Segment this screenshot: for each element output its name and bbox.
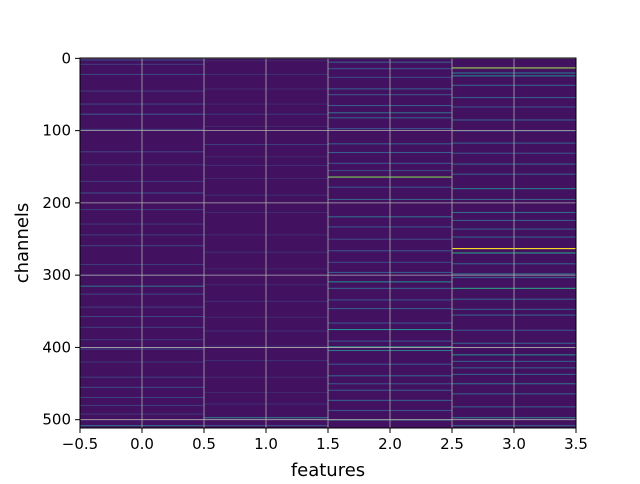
y-tick-label: 100 — [42, 122, 71, 140]
x-tick-label: 2.0 — [378, 435, 402, 453]
x-tick-label: 2.5 — [440, 435, 464, 453]
y-tick-label: 400 — [42, 338, 71, 356]
x-tick-label: 1.0 — [254, 435, 278, 453]
x-tick-label: 3.5 — [564, 435, 588, 453]
y-axis-label: channels — [12, 203, 33, 284]
x-tick-label: 1.5 — [316, 435, 340, 453]
y-axis-ticks: 0 100 200 300 400 500 — [42, 49, 80, 429]
x-axis-label: features — [291, 460, 365, 480]
y-tick-label: 0 — [61, 49, 71, 67]
x-tick-label: 0.0 — [130, 435, 154, 453]
y-tick-label: 200 — [42, 194, 71, 212]
x-tick-label: 0.5 — [192, 435, 216, 453]
x-axis-ticks: −0.5 0.0 0.5 1.0 1.5 2.0 2.5 3.0 3.5 — [62, 428, 588, 453]
x-tick-label: 3.0 — [502, 435, 526, 453]
y-tick-label: 300 — [42, 266, 71, 284]
x-tick-label: −0.5 — [62, 435, 98, 453]
y-tick-label: 500 — [42, 411, 71, 429]
